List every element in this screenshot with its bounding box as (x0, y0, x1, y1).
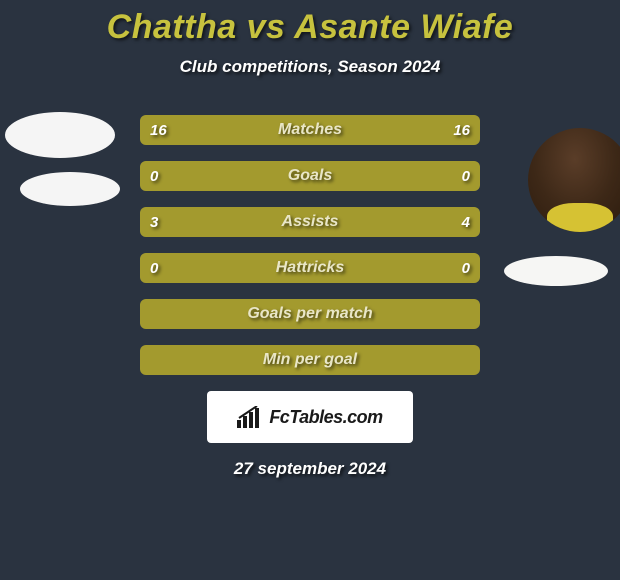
stat-row-gpm: Goals per match (140, 299, 480, 329)
stat-row-goals: 0 Goals 0 (140, 161, 480, 191)
brand-logo[interactable]: FcTables.com (207, 391, 413, 443)
comparison-date: 27 september 2024 (0, 459, 620, 479)
stat-label: Assists (140, 207, 480, 237)
stat-val-right: 0 (462, 161, 470, 191)
stat-label: Hattricks (140, 253, 480, 283)
stat-row-hattricks: 0 Hattricks 0 (140, 253, 480, 283)
comparison-title: Chattha vs Asante Wiafe (0, 8, 620, 47)
stat-val-right: 4 (462, 207, 470, 237)
stat-label: Goals per match (140, 299, 480, 329)
stat-row-assists: 3 Assists 4 (140, 207, 480, 237)
comparison-subtitle: Club competitions, Season 2024 (0, 57, 620, 77)
stat-label: Min per goal (140, 345, 480, 375)
brand-text: FcTables.com (269, 407, 382, 428)
stat-val-right: 0 (462, 253, 470, 283)
player-left-badge (20, 172, 120, 206)
stat-label: Goals (140, 161, 480, 191)
chart-icon (237, 406, 263, 428)
stat-val-right: 16 (453, 115, 470, 145)
stat-label: Matches (140, 115, 480, 145)
player-right-badge (504, 256, 608, 286)
stats-container: 16 Matches 16 0 Goals 0 3 Assists 4 0 Ha… (140, 115, 480, 375)
player-right-avatar (528, 128, 620, 232)
stat-row-matches: 16 Matches 16 (140, 115, 480, 145)
player-left-avatar (5, 112, 115, 158)
stat-row-mpg: Min per goal (140, 345, 480, 375)
